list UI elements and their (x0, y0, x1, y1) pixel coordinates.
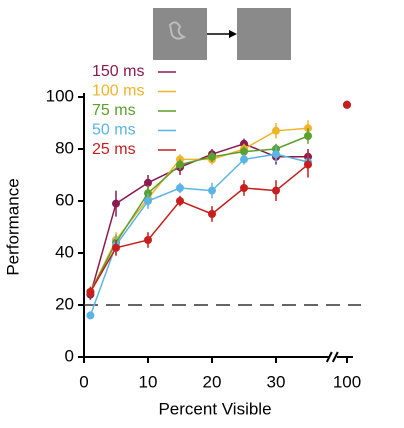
data-point (144, 236, 152, 244)
y-tick-label: 20 (55, 294, 74, 313)
y-tick-label: 40 (55, 242, 74, 261)
x-tick-label: 0 (79, 372, 88, 391)
data-point (208, 186, 216, 195)
data-point (343, 100, 351, 109)
data-point (304, 160, 312, 169)
data-point (208, 152, 216, 161)
x-tick-label: 100 (333, 372, 361, 391)
legend-label: 150 ms (92, 63, 144, 80)
data-point (272, 126, 280, 135)
data-point (304, 132, 312, 140)
data-point (86, 311, 95, 320)
y-axis-label: Performance (3, 178, 22, 275)
data-point (144, 197, 152, 205)
data-point (240, 147, 248, 156)
legend-label: 100 ms (92, 83, 144, 100)
y-tick-label: 60 (55, 190, 74, 209)
mask-image (237, 8, 291, 60)
arrow-head (229, 30, 237, 38)
data-point (144, 178, 152, 187)
y-tick-label: 0 (65, 346, 74, 365)
y-tick-label: 80 (55, 138, 74, 157)
data-point (176, 184, 184, 192)
data-point (112, 243, 120, 252)
data-point (176, 160, 184, 169)
stimulus-object (168, 21, 187, 40)
data-point (208, 210, 216, 218)
x-tick-label: 30 (267, 372, 286, 391)
legend-label: 25 ms (92, 141, 136, 158)
data-point (272, 150, 280, 159)
y-tick-label: 100 (46, 86, 74, 105)
data-point (240, 184, 248, 192)
x-tick-label: 10 (139, 372, 158, 391)
data-point (86, 288, 95, 296)
data-point (272, 186, 280, 195)
legend-label: 75 ms (92, 102, 136, 119)
axis-break (325, 351, 339, 363)
data-point (240, 155, 248, 164)
data-point (112, 199, 120, 208)
x-axis-label: Percent Visible (158, 399, 271, 418)
x-tick-label: 20 (203, 372, 222, 391)
legend-label: 50 ms (92, 122, 136, 139)
data-point (176, 197, 184, 205)
